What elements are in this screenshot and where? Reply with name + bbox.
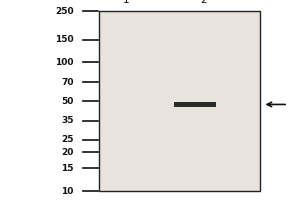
Text: 20: 20 [61, 148, 74, 157]
Text: 25: 25 [61, 135, 74, 144]
Text: 35: 35 [61, 116, 74, 125]
Text: 70: 70 [61, 78, 74, 87]
Text: 250: 250 [55, 6, 74, 16]
Text: 15: 15 [61, 164, 74, 173]
Bar [99, 11, 260, 191]
Text: 2: 2 [201, 0, 207, 5]
Text: 100: 100 [55, 58, 74, 67]
Text: 50: 50 [61, 97, 74, 106]
Text: 150: 150 [55, 35, 74, 44]
Text: 10: 10 [61, 186, 74, 196]
Text: 1: 1 [123, 0, 129, 5]
Bar [174, 102, 216, 107]
